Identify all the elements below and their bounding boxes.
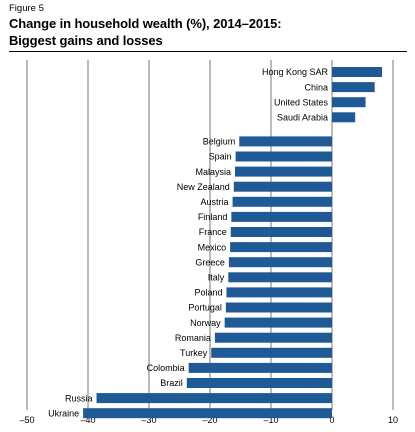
category-label: Finland — [198, 212, 228, 222]
x-tick-label: –40 — [80, 415, 95, 425]
x-tick-label: –20 — [202, 415, 217, 425]
category-label: Greece — [195, 257, 225, 267]
bar — [226, 287, 332, 298]
bar — [332, 97, 366, 108]
category-label: Mexico — [198, 242, 227, 252]
bar — [332, 82, 375, 93]
chart-title-line1: Change in household wealth (%), 2014–201… — [9, 16, 282, 31]
bar — [96, 393, 332, 404]
category-label: Portugal — [188, 303, 222, 313]
chart-title-line2: Biggest gains and losses — [9, 33, 163, 48]
bar — [235, 166, 332, 177]
category-label: Hong Kong SAR — [262, 67, 329, 77]
category-label: France — [199, 227, 227, 237]
bar — [239, 136, 332, 147]
category-label: United States — [274, 97, 329, 107]
category-label: Colombia — [147, 363, 185, 373]
bar — [233, 181, 332, 192]
category-label: New Zealand — [177, 182, 230, 192]
x-tick-label: –30 — [141, 415, 156, 425]
bar — [211, 347, 332, 358]
category-label: China — [304, 82, 328, 92]
title-rule — [9, 51, 407, 52]
bar — [225, 302, 332, 313]
category-label: Ukraine — [48, 408, 79, 418]
bar — [186, 378, 332, 388]
bar — [224, 317, 332, 328]
x-tick-label: 10 — [388, 415, 398, 425]
category-label: Spain — [209, 152, 232, 162]
category-label: Brazil — [160, 378, 183, 388]
x-tick-label: 0 — [329, 415, 334, 425]
category-label: Russia — [65, 393, 93, 403]
bar — [332, 67, 383, 77]
bar — [188, 362, 332, 373]
category-label: Poland — [194, 288, 222, 298]
category-label: Belgium — [203, 137, 236, 147]
figure-label: Figure 5 — [9, 3, 44, 14]
category-label: Malaysia — [195, 167, 231, 177]
bar — [235, 151, 332, 162]
category-label: Turkey — [180, 348, 208, 358]
category-label: Saudi Arabia — [277, 113, 328, 123]
bar — [230, 242, 332, 253]
category-label: Norway — [190, 318, 221, 328]
bar — [83, 408, 333, 419]
bar — [230, 227, 332, 237]
bar — [228, 257, 332, 268]
bar — [332, 112, 356, 123]
x-tick-label: –50 — [19, 415, 34, 425]
bar — [231, 211, 332, 222]
category-label: Austria — [201, 197, 229, 207]
category-label: Italy — [208, 273, 225, 283]
x-tick-label: –10 — [263, 415, 278, 425]
bar — [214, 332, 332, 343]
bar — [232, 196, 332, 207]
bar — [228, 272, 332, 283]
category-label: Romania — [175, 333, 211, 343]
